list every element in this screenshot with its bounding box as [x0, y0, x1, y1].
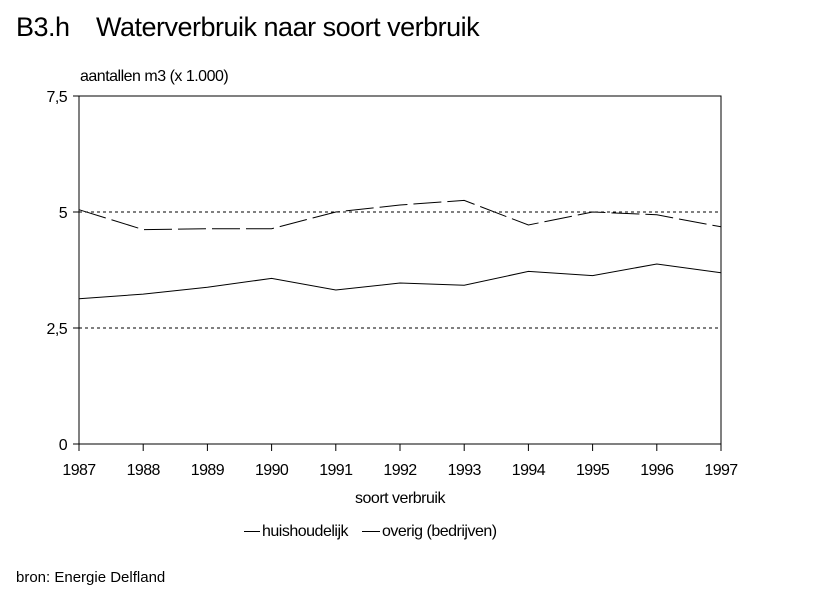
legend-item-huishoudelijk: huishoudelijk	[244, 522, 349, 541]
legend-swatch-dashed	[361, 531, 380, 532]
x-tick-label: 1993	[448, 462, 482, 479]
legend-item-overig: overig (bedrijven)	[361, 522, 497, 541]
chart-code: B3.h	[16, 12, 70, 42]
x-tick-label: 1987	[62, 462, 96, 479]
y-axis-ticks: 0 2,5 5 7,5	[47, 89, 79, 454]
y-tick-label: 0	[59, 437, 68, 454]
x-tick-label: 1990	[255, 462, 289, 479]
y-tick-label: 7,5	[47, 89, 68, 106]
source-note: bron: Energie Delfland	[16, 569, 166, 586]
x-tick-label: 1988	[127, 462, 161, 479]
x-tick-label: 1996	[640, 462, 674, 479]
legend-swatch-solid	[244, 531, 260, 532]
series-line-1	[78, 199, 722, 231]
legend-label: huishoudelijk	[262, 522, 349, 540]
x-axis-ticks: 1987 1988 1989 1990 1991 1992 1993 1994 1995 1996…	[62, 444, 739, 479]
x-tick-label: 1991	[319, 462, 353, 479]
x-tick-label: 1997	[704, 462, 738, 479]
y-axis-label: aantallen m3 (x 1.000)	[80, 68, 229, 85]
chart-title-text: Waterverbruik naar soort verbruik	[96, 12, 480, 42]
x-tick-label: 1994	[512, 462, 546, 479]
y-tick-label: 5	[59, 205, 68, 222]
y-tick-label: 2,5	[47, 321, 68, 338]
chart-title: B3.h Waterverbruik naar soort verbruik	[16, 12, 480, 43]
x-tick-label: 1989	[191, 462, 225, 479]
series-lines	[78, 199, 722, 300]
x-tick-label: 1995	[576, 462, 610, 479]
grid-lines	[79, 211, 721, 329]
x-tick-label: 1992	[383, 462, 417, 479]
legend-label: overig (bedrijven)	[381, 522, 497, 540]
x-axis-label: soort verbruik	[355, 490, 445, 507]
legend: huishoudelijk overig (bedrijven)	[244, 519, 507, 541]
series-line-0	[78, 263, 722, 300]
